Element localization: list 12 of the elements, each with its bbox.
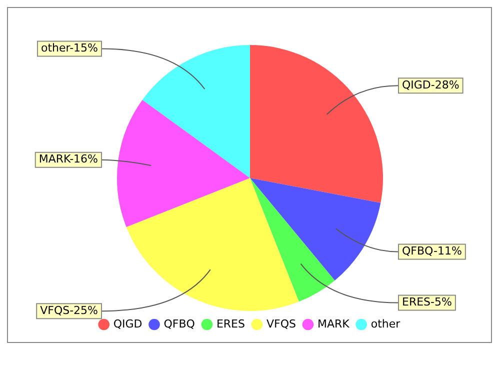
legend-label: MARK — [317, 317, 350, 330]
data-label: QIGD-28% — [402, 78, 460, 92]
data-label: MARK-16% — [38, 152, 98, 166]
legend-label: VFQS — [266, 317, 296, 330]
legend-label: QFBQ — [164, 317, 196, 330]
data-label: VFQS-25% — [40, 304, 98, 317]
data-label: ERES-5% — [402, 296, 452, 309]
legend-label: ERES — [216, 317, 245, 330]
data-label: other-15% — [40, 42, 98, 55]
legend-label: QIGD — [113, 317, 142, 330]
legend-label: other — [370, 317, 401, 330]
data-label: QFBQ-11% — [402, 244, 462, 258]
